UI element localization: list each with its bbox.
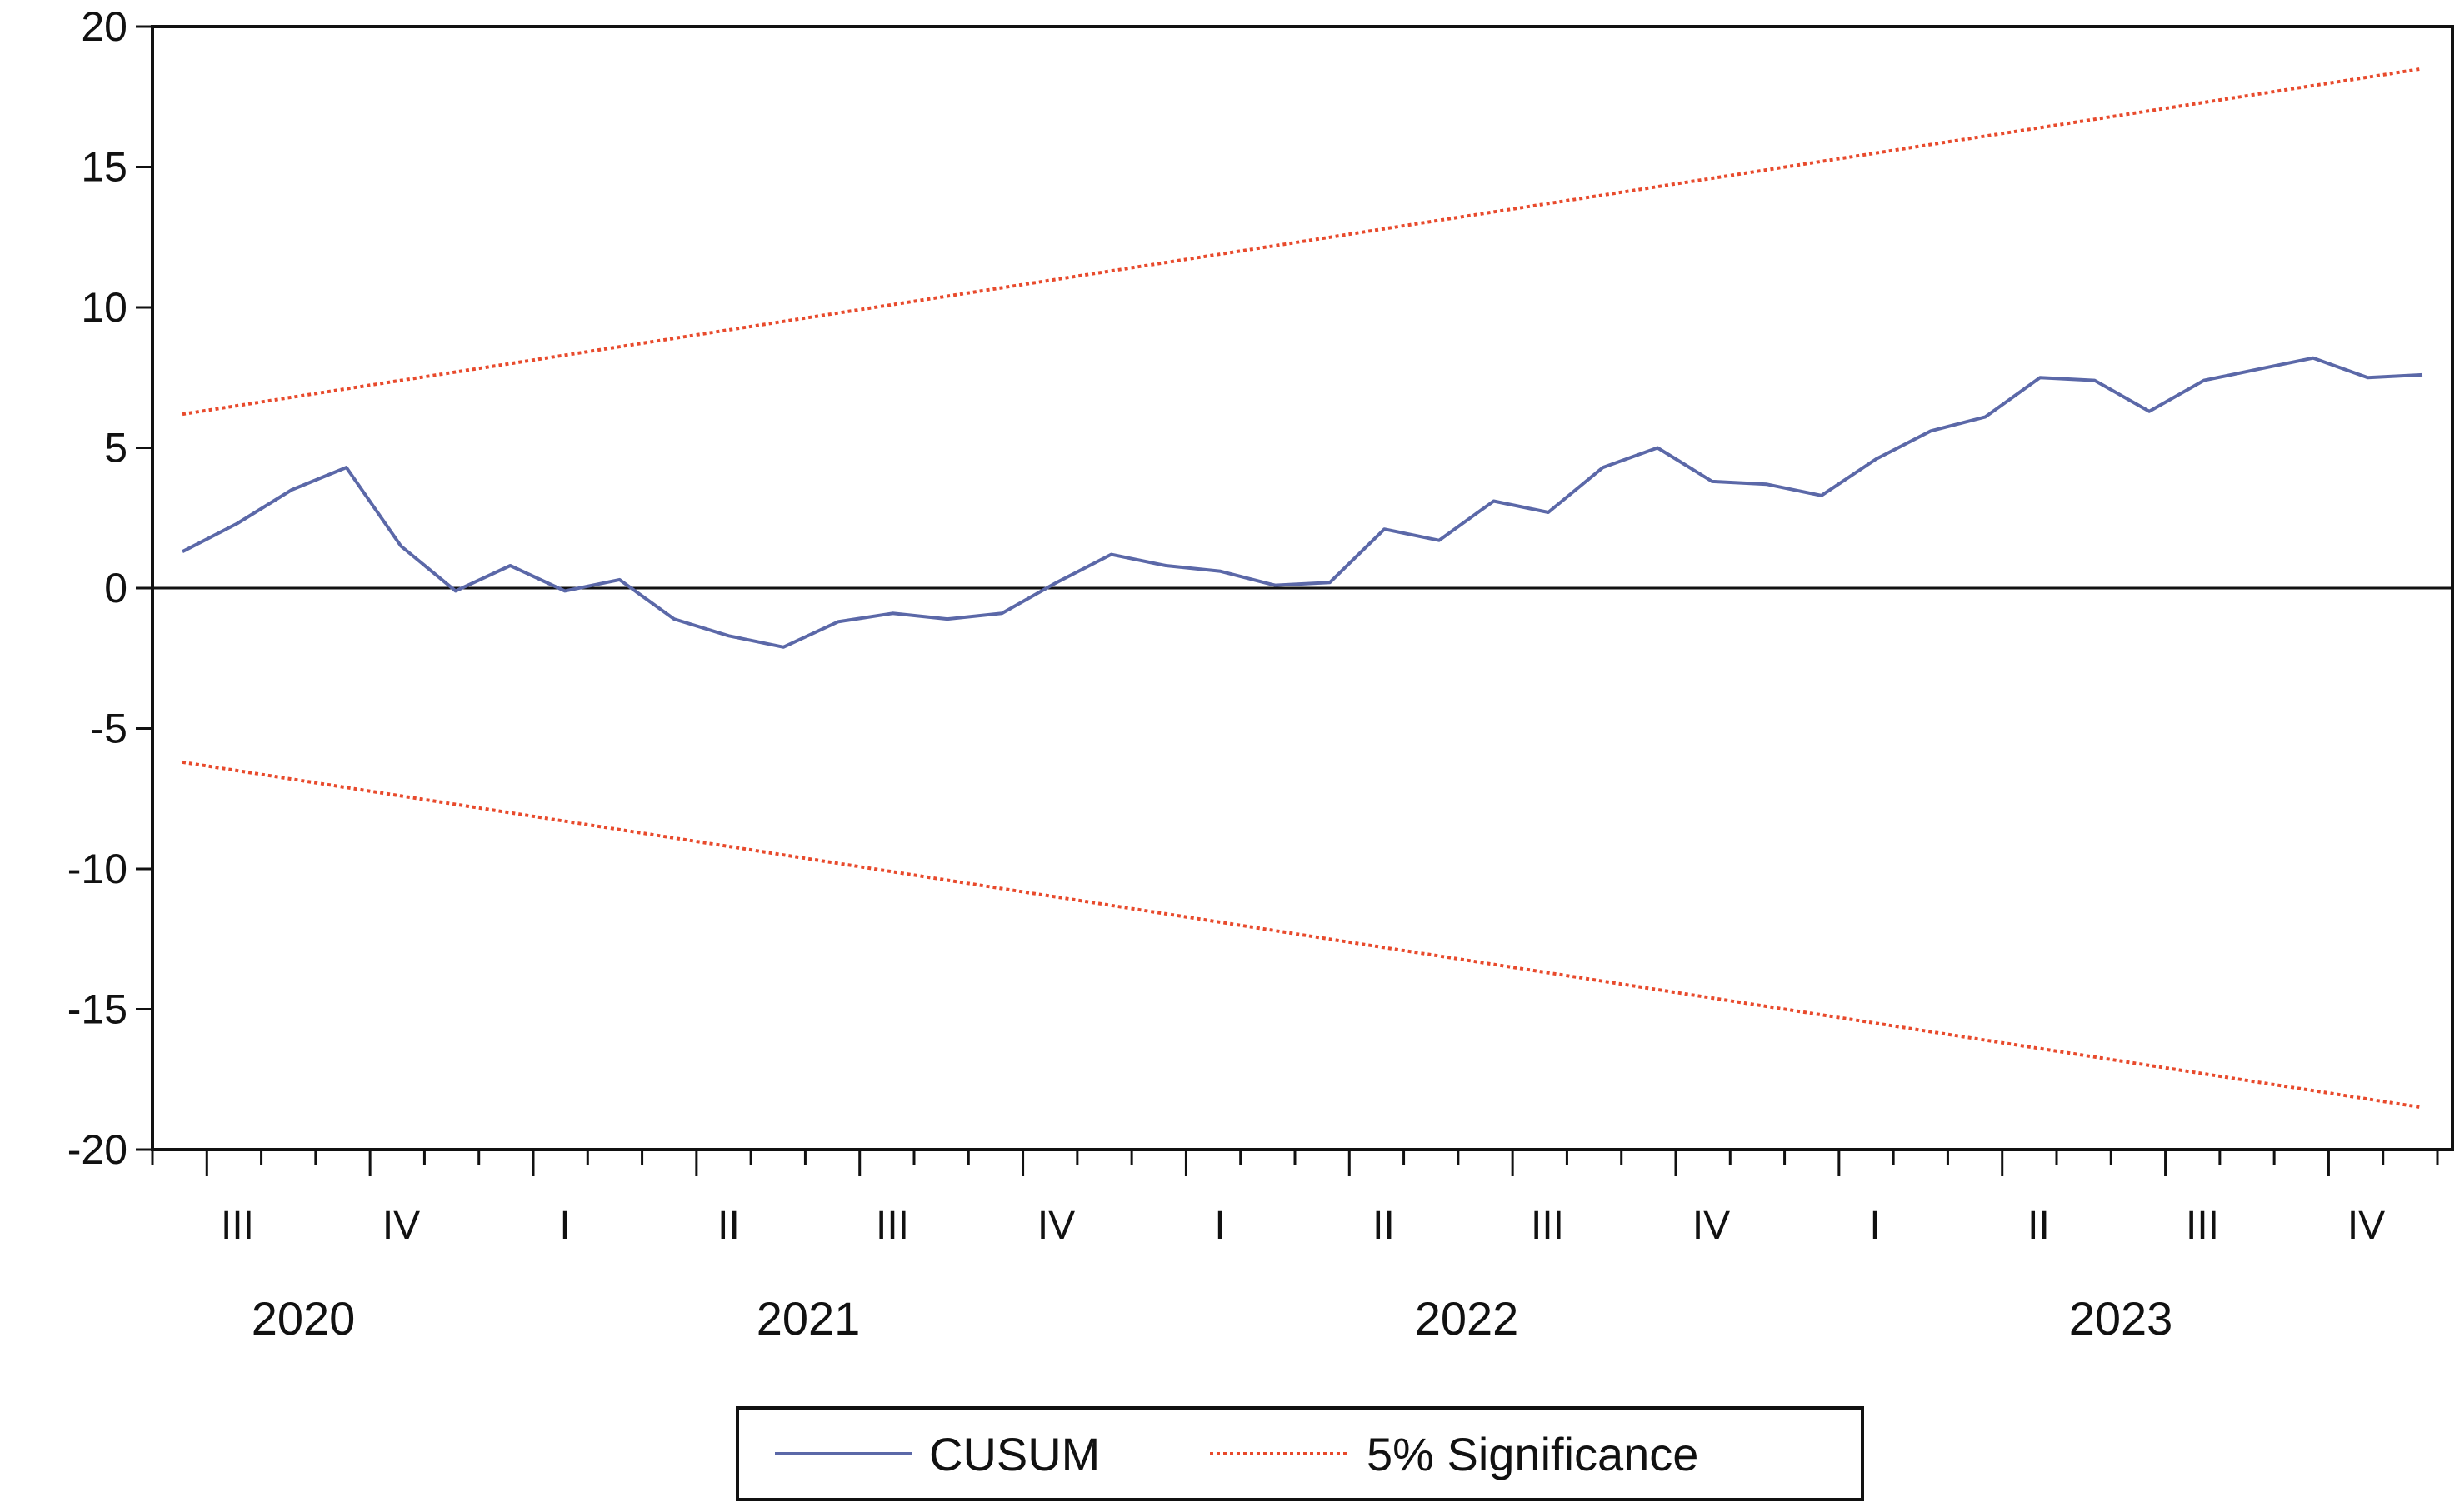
- x-year-label: 2021: [757, 1292, 861, 1345]
- y-tick-label: 20: [81, 3, 127, 50]
- x-quarter-label: II: [717, 1204, 740, 1248]
- plot-frame: [151, 25, 2454, 1151]
- y-tick-label: 5: [104, 425, 127, 472]
- legend-label-cusum: CUSUM: [929, 1428, 1100, 1480]
- series-layer: [182, 67, 2423, 1110]
- x-quarter-label: III: [2186, 1204, 2219, 1248]
- x-quarter-label: I: [1214, 1204, 1225, 1248]
- x-quarter-label: I: [1869, 1204, 1880, 1248]
- y-tick-label: -5: [91, 706, 127, 752]
- x-year-label: 2020: [252, 1292, 356, 1345]
- y-tick-label: -15: [67, 986, 127, 1033]
- series-line-upper-bound: [182, 67, 2423, 417]
- x-quarter-label: II: [2027, 1204, 2050, 1248]
- x-quarter-label: III: [221, 1204, 254, 1248]
- y-tick-label: 10: [81, 284, 127, 331]
- x-quarter-label: III: [876, 1204, 909, 1248]
- y-tick-label: 0: [104, 565, 127, 611]
- y-tick-label: -10: [67, 846, 127, 892]
- x-quarter-label: II: [1372, 1204, 1395, 1248]
- y-axis-ticks: 20 15 10 5 0 -5 -10 -15 -20: [67, 3, 152, 1173]
- y-tick-label: 15: [81, 144, 127, 191]
- x-quarter-label: I: [559, 1204, 570, 1248]
- legend: CUSUM 5% Significance: [736, 1406, 1864, 1501]
- x-year-label: 2023: [2069, 1292, 2173, 1345]
- legend-label-significance: 5% Significance: [1367, 1428, 1698, 1480]
- x-quarter-label: IV: [1037, 1204, 1075, 1248]
- x-quarter-label: IV: [1692, 1204, 1730, 1248]
- x-quarter-label: IV: [2347, 1204, 2385, 1248]
- x-year-label: 2022: [1415, 1292, 1519, 1345]
- y-tick-label: -20: [67, 1126, 127, 1173]
- series-line-lower-bound: [182, 760, 2423, 1110]
- series-line-cusum: [182, 356, 2423, 649]
- x-quarter-label: IV: [382, 1204, 420, 1248]
- x-quarter-label: III: [1531, 1204, 1564, 1248]
